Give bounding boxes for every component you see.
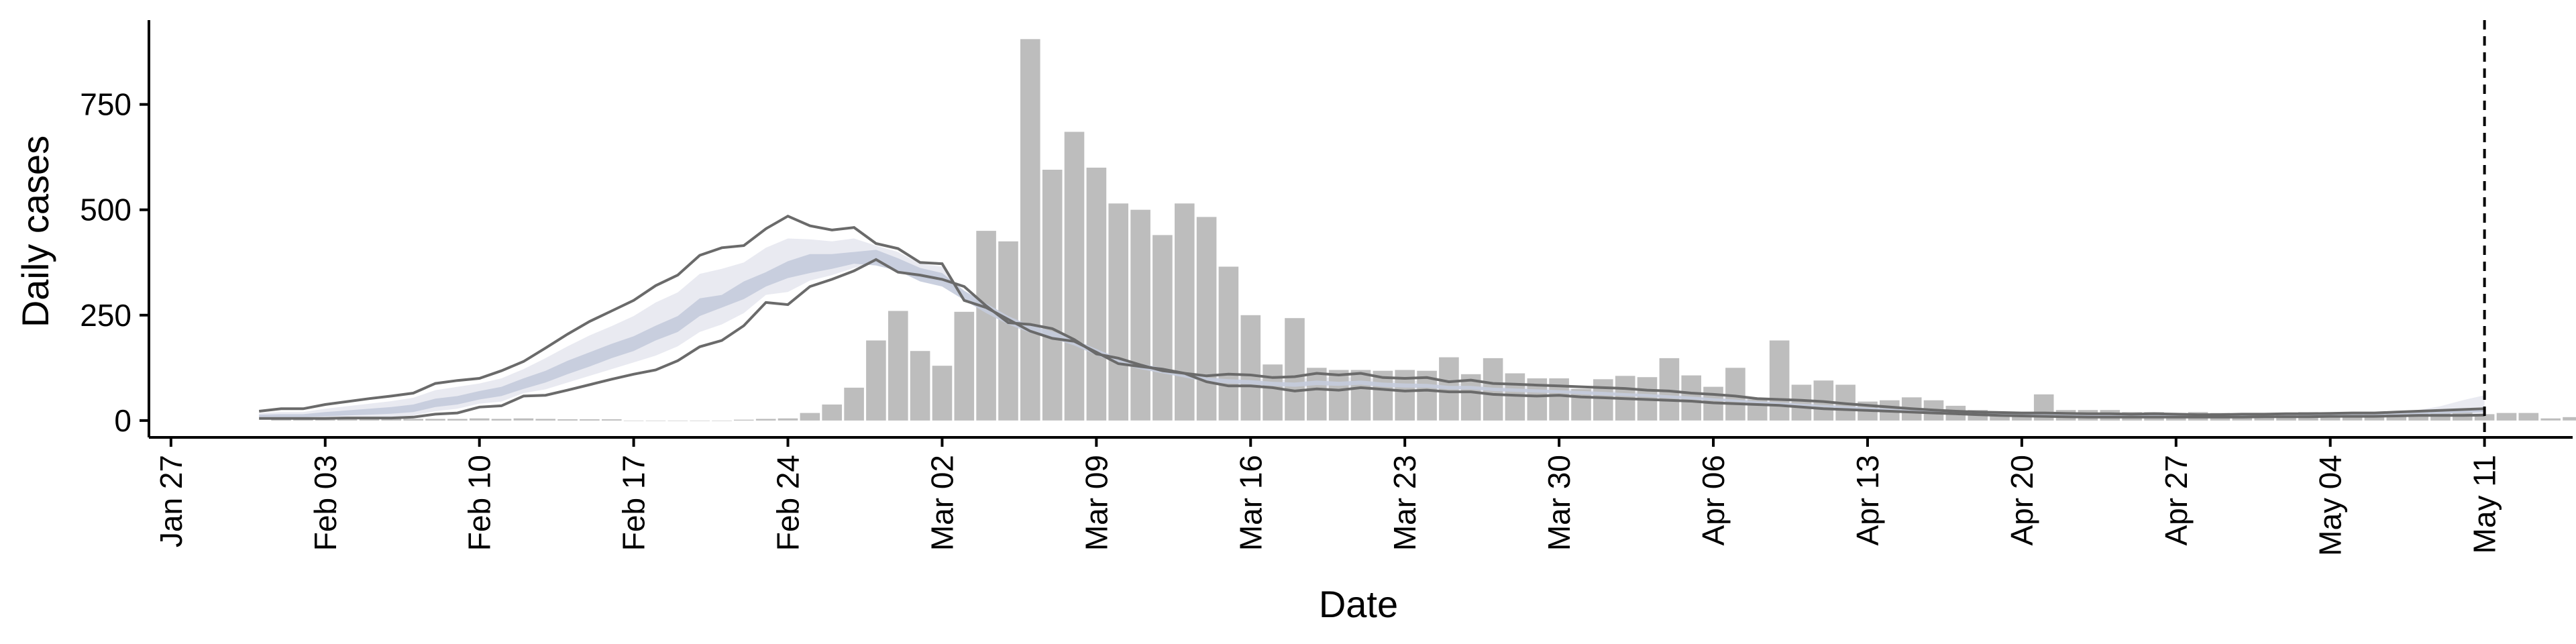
y-tick-label: 750 (80, 87, 131, 122)
bar (1130, 209, 1150, 421)
estimate-outer-band (259, 238, 2485, 419)
bar (337, 419, 358, 421)
x-tick-label: Feb 24 (771, 455, 806, 551)
bar (800, 413, 820, 421)
bar (1505, 373, 1525, 421)
x-tick-label: Apr 20 (2004, 455, 2039, 546)
bar (1086, 167, 1107, 421)
x-tick-label: May 04 (2313, 455, 2348, 556)
x-tick-label: Feb 17 (616, 455, 651, 551)
bar (755, 419, 776, 421)
bar (888, 311, 908, 421)
y-axis-ticks: 0 250 500 750 (80, 87, 149, 438)
bar (2320, 415, 2341, 421)
bar (1769, 340, 1790, 421)
y-axis-title: Daily cases (14, 136, 56, 327)
bar (932, 366, 953, 421)
bar (1593, 379, 1613, 421)
bar (1042, 170, 1063, 421)
bar (513, 418, 534, 421)
bar (425, 419, 445, 421)
estimate-lower-line (259, 258, 2485, 420)
bar (1725, 368, 1746, 421)
bar (1175, 203, 1195, 421)
estimate-outer-band-layer (259, 238, 2485, 419)
bar (998, 241, 1018, 421)
bar (1064, 131, 1085, 421)
x-tick-label: May 11 (2467, 455, 2502, 553)
bar (602, 419, 622, 421)
x-tick-label: Mar 16 (1233, 455, 1268, 551)
y-tick-label: 250 (80, 298, 131, 333)
bar (2540, 418, 2561, 421)
x-tick-label: Apr 13 (1850, 455, 1885, 546)
estimate-lines-layer (258, 214, 2485, 420)
x-tick-label: Mar 30 (1542, 455, 1576, 551)
bar (1307, 368, 1327, 421)
x-tick-label: Mar 23 (1387, 455, 1422, 551)
bar (359, 419, 380, 421)
x-tick-label: Mar 09 (1079, 455, 1114, 551)
bar (1152, 235, 1173, 421)
x-tick-label: Jan 27 (154, 455, 189, 547)
bar (381, 419, 402, 421)
bar (1263, 364, 1283, 421)
bar (1020, 39, 1040, 421)
x-tick-label: Mar 02 (924, 455, 959, 551)
y-tick-label: 0 (114, 403, 131, 438)
bar (1218, 266, 1239, 421)
x-axis-ticks: Jan 27 Feb 03 Feb 10 Feb 17 Feb 24 Mar 02 Mar … (154, 437, 2502, 556)
x-tick-label: Apr 27 (2159, 455, 2194, 546)
bar (1328, 370, 1349, 421)
bar (469, 418, 490, 421)
bar (822, 405, 842, 421)
estimate-inner-band (259, 250, 2485, 417)
bar (1350, 370, 1371, 421)
bar (557, 419, 578, 421)
bar (954, 311, 975, 421)
bar (1240, 315, 1261, 421)
bar (1791, 384, 1812, 421)
bar (844, 387, 864, 421)
bar (491, 419, 512, 421)
bar (1285, 318, 1305, 421)
bar (580, 419, 600, 421)
estimate-inner-band-layer (259, 250, 2485, 417)
bar (403, 419, 423, 421)
x-axis-title: Date (1319, 583, 1398, 625)
bar (2496, 413, 2517, 421)
bar (315, 419, 335, 421)
bar (271, 419, 291, 421)
axes-layer (148, 20, 2573, 439)
bar (1108, 203, 1128, 421)
bar (447, 419, 468, 421)
bar (866, 340, 886, 421)
y-tick-label: 500 (80, 193, 131, 227)
bar (976, 231, 996, 421)
bar (734, 419, 754, 421)
x-tick-label: Feb 10 (462, 455, 497, 551)
bar (2386, 414, 2407, 421)
x-tick-label: Feb 03 (308, 455, 343, 551)
x-tick-label: Apr 06 (1696, 455, 1731, 546)
bar (2474, 414, 2495, 421)
bar (910, 351, 930, 421)
bar (535, 419, 555, 421)
estimate-upper-line (258, 214, 2485, 417)
bar (1196, 217, 1217, 421)
bar (2563, 417, 2576, 421)
bar (777, 418, 798, 421)
bar (2518, 413, 2539, 421)
bar (293, 419, 313, 421)
bar (1659, 358, 1680, 421)
